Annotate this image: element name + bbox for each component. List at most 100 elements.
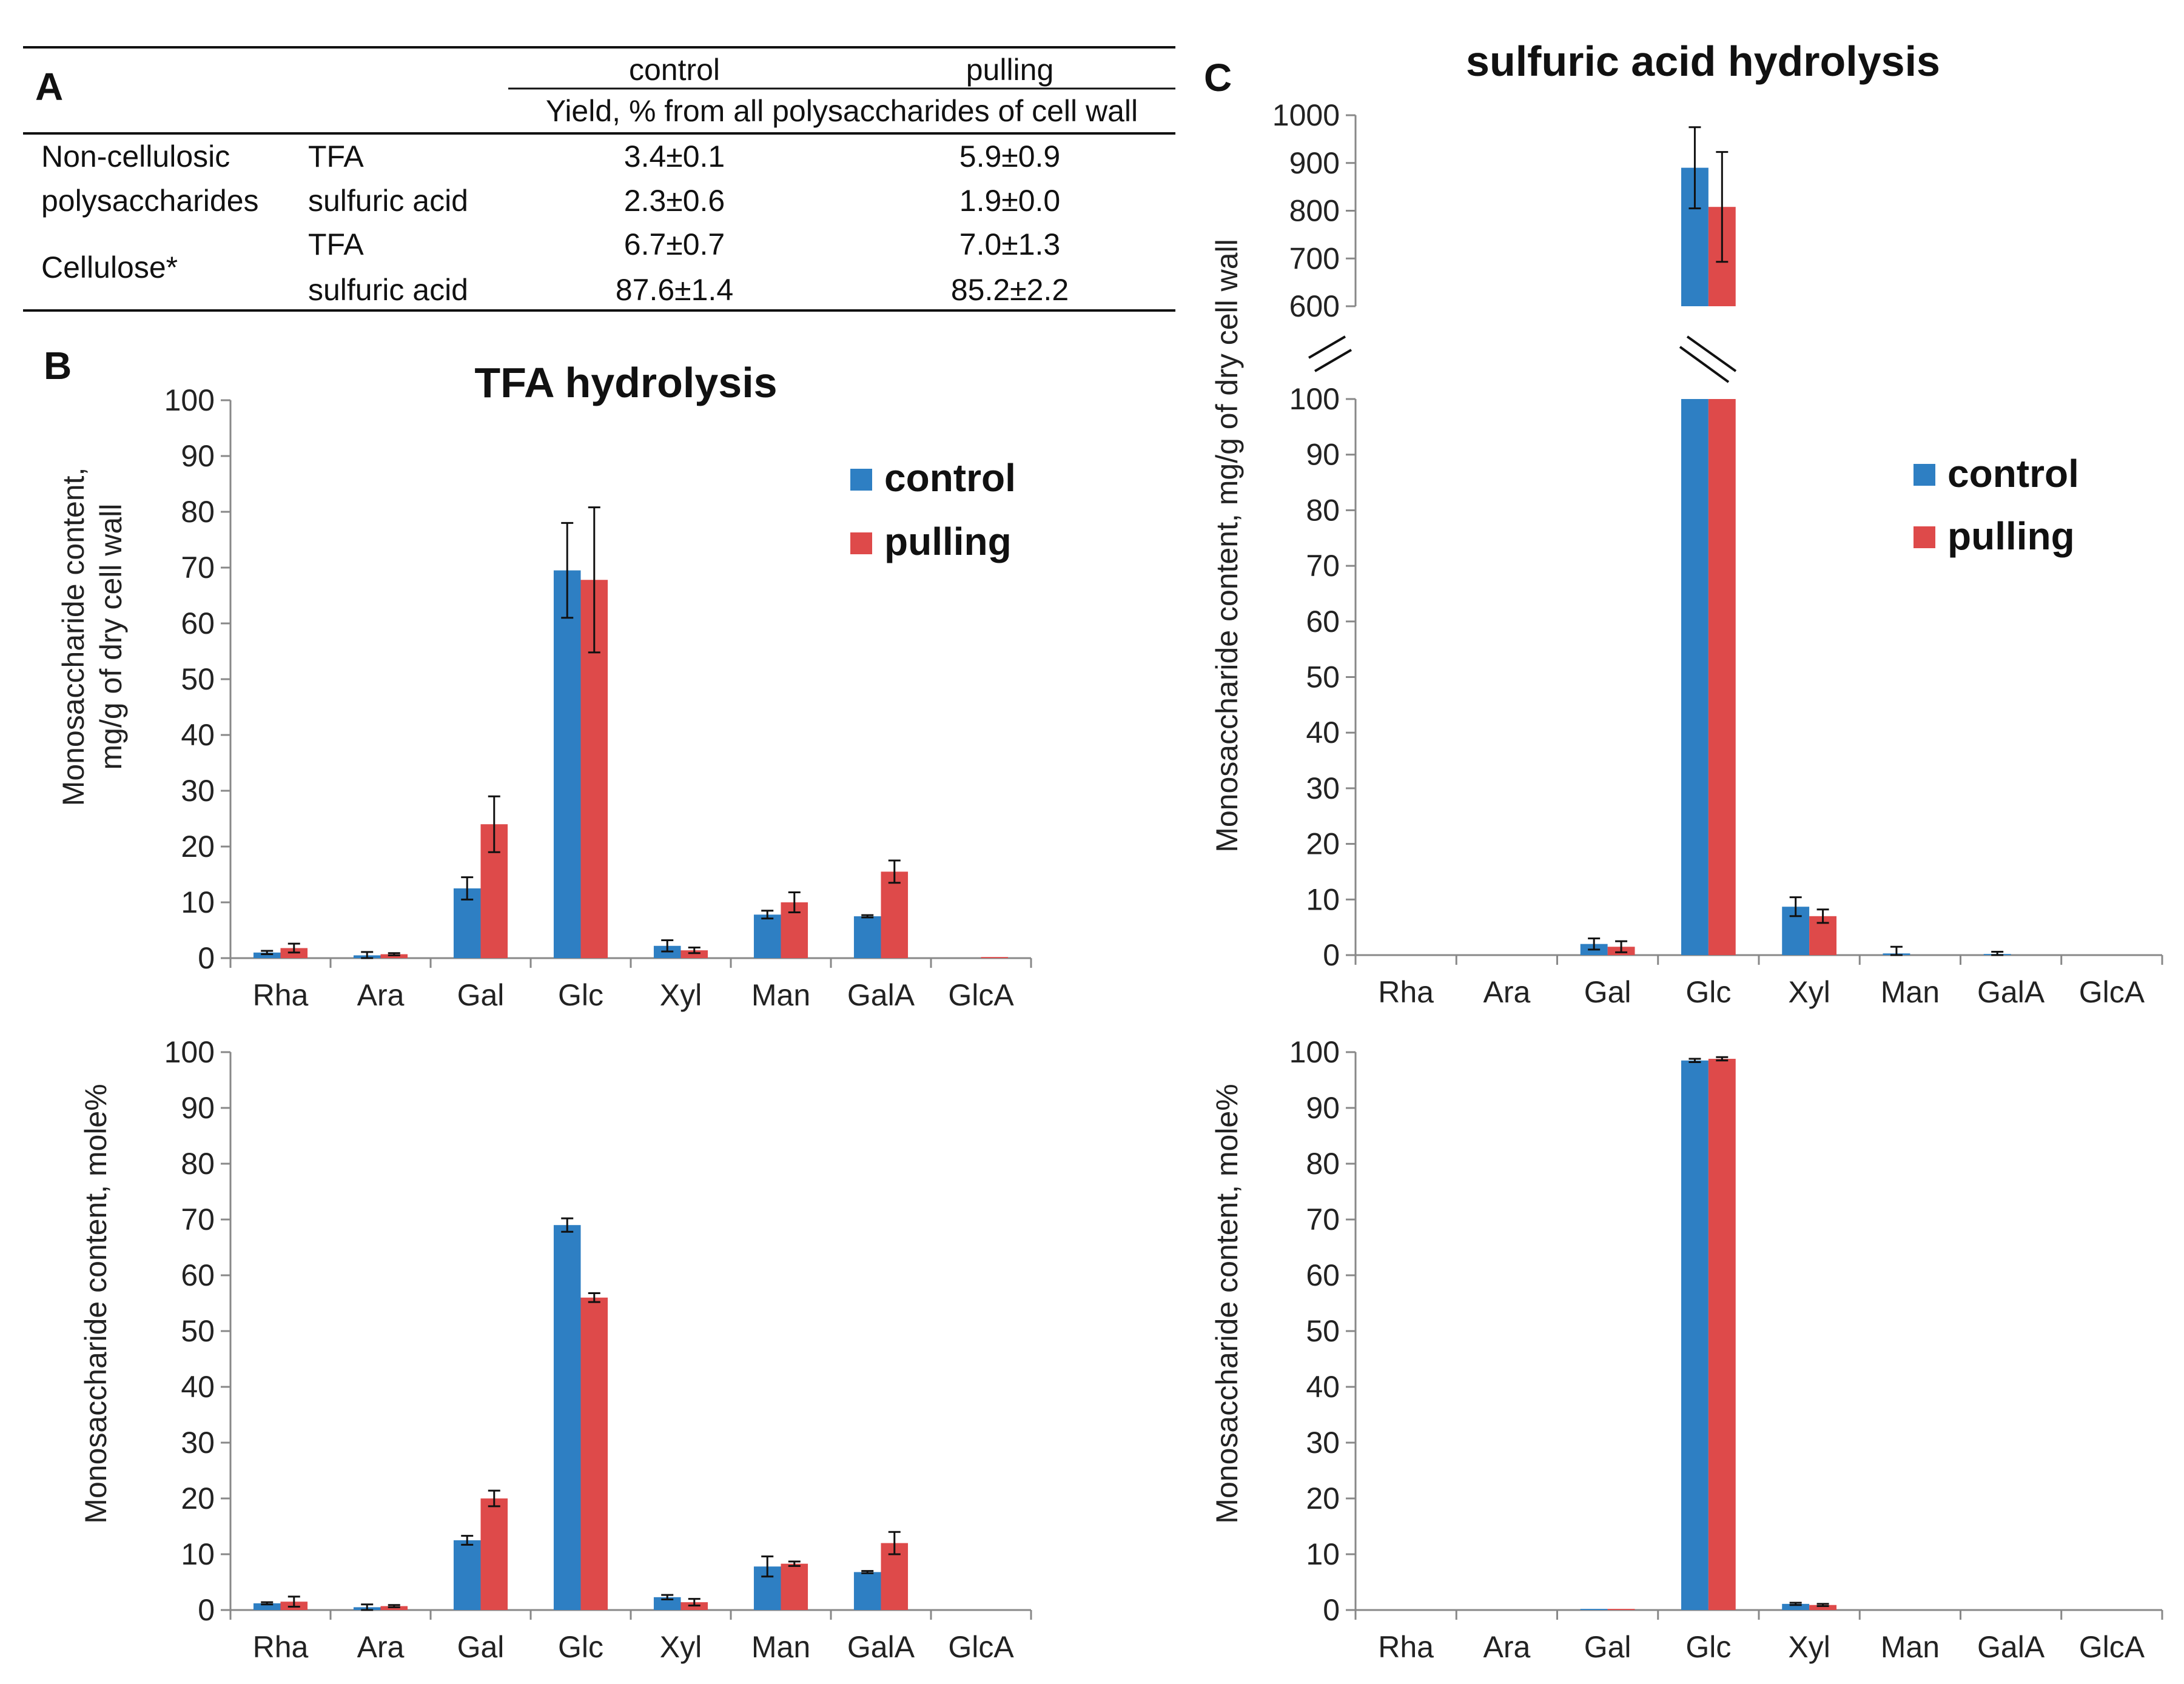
table-header-pulling: pulling	[966, 53, 1054, 87]
x-tick-label: Man	[751, 1630, 810, 1664]
y-tick-label: 30	[181, 774, 215, 808]
chart-sulf-mole: 0 10 20 30 40 50 60 70 80 90 100 Rha Ara Gal Glc Xyl Man…	[1289, 1035, 2163, 1664]
y-tick-label: 60	[181, 606, 215, 640]
y-tick-label: 80	[1306, 1147, 1340, 1181]
panel-label-b: B	[44, 344, 72, 387]
group-name-line: Cellulose*	[41, 250, 178, 284]
x-tick-label: Xyl	[1788, 1630, 1830, 1664]
x-tick-label: Glc	[1685, 1630, 1731, 1664]
y-tick-label: 0	[198, 941, 215, 975]
x-tick-label: Glc	[1685, 975, 1731, 1009]
panel-label-c: C	[1204, 56, 1232, 99]
y-tick-label: 100	[1289, 382, 1340, 416]
row-pulling-value: 5.9±0.9	[959, 139, 1060, 173]
x-tick-label: Rha	[1378, 975, 1434, 1009]
x-tick-label: GlcA	[2079, 975, 2145, 1009]
chart-title-tfa: TFA hydrolysis	[474, 359, 777, 406]
ylabel-sulf-mole: Monosaccharide content, mole%	[1210, 1084, 1244, 1523]
y-tick-label: 20	[181, 830, 215, 864]
x-tick-label: Rha	[253, 1630, 309, 1664]
y-tick-label: 90	[181, 439, 215, 473]
x-tick-label: Gal	[457, 978, 505, 1012]
bar-control-xyl	[653, 1597, 681, 1610]
y-tick-label: 10	[181, 1537, 215, 1571]
y-tick-label: 800	[1289, 194, 1340, 228]
legend-swatch-control	[850, 469, 872, 491]
bar-pulling-man	[781, 1563, 808, 1610]
y-tick-label: 40	[181, 1370, 215, 1404]
bar-control-xyl	[1782, 1603, 1810, 1610]
legend-swatch-control	[1914, 464, 1935, 486]
y-tick-label: 40	[1306, 716, 1340, 750]
legend-label-pulling: pulling	[884, 520, 1012, 563]
bar-pulling-gal	[1607, 1609, 1635, 1610]
y-tick-label: 20	[181, 1481, 215, 1515]
x-tick-label: Xyl	[1788, 975, 1830, 1009]
y-tick-label: 60	[1306, 605, 1340, 639]
legend-label-pulling: pulling	[1947, 514, 2075, 558]
y-tick-label: 30	[1306, 1426, 1340, 1460]
axis-break-slash	[1314, 349, 1352, 372]
bar-pulling-xyl	[1809, 1605, 1837, 1610]
ylabel-line: Monosaccharide content, mole%	[1210, 1084, 1244, 1523]
y-tick-label: 90	[1306, 438, 1340, 472]
bar-control-gal	[453, 1540, 481, 1610]
y-tick-label: 600	[1289, 289, 1340, 323]
row-method: sulfuric acid	[308, 184, 468, 218]
x-tick-label: GalA	[1977, 1630, 2045, 1664]
bar-control-man	[753, 914, 781, 958]
y-tick-label: 700	[1289, 241, 1340, 275]
ylabel-tfa-mole: Monosaccharide content, mole%	[79, 1084, 113, 1523]
bar-pulling-glc	[580, 1297, 608, 1610]
x-tick-label: Ara	[1483, 1630, 1530, 1664]
yield-table: A control pulling Yield, % from all poly…	[23, 46, 1175, 312]
table-subheader: Yield, % from all polysaccharides of cel…	[546, 94, 1138, 128]
bar-control-rha	[253, 1603, 281, 1610]
legend-tfa: control pulling	[850, 456, 1016, 563]
row-pulling-value: 85.2±2.2	[951, 273, 1069, 307]
chart-tfa-mass: 0 10 20 30 40 50 60 70 80 90 100 Rha Ara Gal Glc Xyl Man…	[164, 383, 1032, 1012]
bar-control-gala	[853, 1572, 881, 1610]
row-method: TFA	[308, 139, 364, 173]
y-tick-label: 80	[181, 495, 215, 529]
legend-swatch-pulling	[1914, 526, 1935, 548]
x-tick-label: Ara	[1483, 975, 1530, 1009]
x-tick-label: GlcA	[948, 1630, 1014, 1664]
x-tick-label: Ara	[357, 1630, 405, 1664]
x-tick-label: Man	[1881, 1630, 1940, 1664]
y-tick-label: 1000	[1272, 98, 1340, 132]
y-tick-label: 100	[1289, 1035, 1340, 1069]
y-tick-label: 80	[1306, 493, 1340, 527]
x-tick-label: Ara	[357, 978, 405, 1012]
chart-title-sulfuric: sulfuric acid hydrolysis	[1466, 38, 1940, 85]
x-tick-label: Xyl	[660, 1630, 702, 1664]
legend-label-control: control	[1947, 452, 2079, 495]
axis-break-slash	[1679, 346, 1730, 383]
bar-control-glc	[1681, 1060, 1709, 1610]
y-tick-label: 70	[181, 1203, 215, 1236]
y-tick-label: 30	[1306, 771, 1340, 805]
table-header-control: control	[629, 53, 720, 87]
y-tick-label: 50	[181, 1314, 215, 1348]
y-tick-label: 70	[1306, 549, 1340, 583]
y-tick-label: 20	[1306, 827, 1340, 861]
bar-control-glc	[553, 570, 581, 958]
axis-break-slash	[1686, 335, 1737, 372]
chart-sulf-mass: 0 10 20 30 40 50 60 70 80 90 100 Rha Ara Gal Glc Xyl Man…	[1289, 382, 2163, 1009]
y-tick-label: 80	[181, 1147, 215, 1181]
bar-pulling-gala	[881, 871, 909, 958]
ylabel-sulf-mass: Monosaccharide content, mg/g of dry cell…	[1210, 239, 1244, 853]
y-tick-label: 30	[181, 1426, 215, 1460]
axis-break-marks	[1308, 335, 1737, 383]
bar-pulling-glc	[1708, 1059, 1736, 1610]
legend-sulfuric: control pulling	[1914, 452, 2079, 558]
x-tick-label: GlcA	[2079, 1630, 2145, 1664]
y-tick-label: 50	[1306, 1314, 1340, 1348]
group-name-line: Non-cellulosic	[41, 139, 230, 173]
y-tick-label: 100	[164, 383, 215, 417]
x-tick-label: GalA	[1977, 975, 2045, 1009]
panel-label-a: A	[35, 65, 63, 109]
ylabel-line: Monosaccharide content, mole%	[79, 1084, 113, 1523]
bar-control-glc	[1681, 399, 1709, 955]
